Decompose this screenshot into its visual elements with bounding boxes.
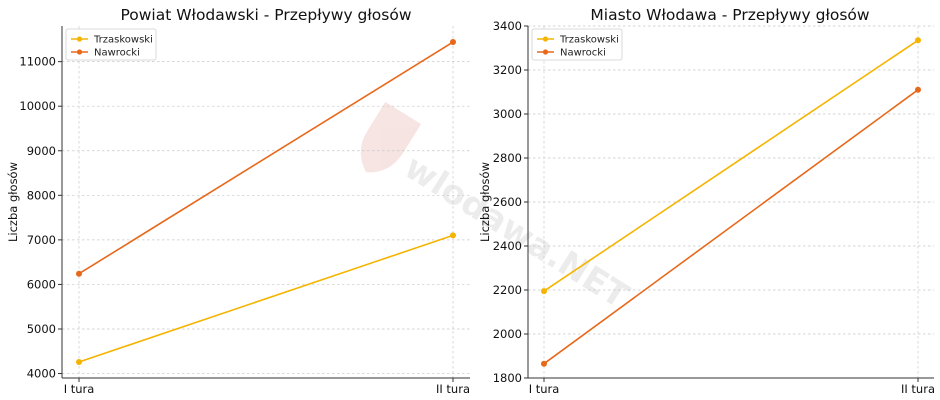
series-line-trzaskowski: [543, 39, 919, 292]
y-tick-label: 10000: [19, 99, 56, 113]
y-tick-label: 4000: [27, 367, 56, 381]
y-tick-label: 11000: [19, 55, 56, 69]
data-point-trzaskowski: [541, 288, 547, 295]
legend: Trzaskowski Nawrocki: [65, 28, 157, 61]
y-tick-label: 2200: [493, 283, 522, 297]
chart-title: Powiat Włodawski - Przepływy głosów: [120, 6, 411, 24]
x-tick-label: II tura: [901, 382, 935, 396]
chart-title: Miasto Włodawa - Przepływy głosów: [590, 6, 870, 24]
y-tick-label: 3400: [493, 19, 522, 33]
data-point-trzaskowski: [915, 37, 921, 44]
y-tick-label: 2000: [493, 327, 522, 341]
data-point-nawrocki: [915, 86, 921, 93]
y-tick-label: 3000: [493, 107, 522, 121]
watermark-shield-icon: [360, 101, 422, 173]
series-line-nawrocki: [543, 89, 919, 365]
legend-box: [65, 28, 157, 61]
legend-entry-label: Nawrocki: [94, 48, 140, 59]
y-tick-label: 2600: [493, 195, 522, 209]
legend-entry-label: Trzaskowski: [559, 35, 619, 46]
y-axis-label: Liczba głosów: [478, 162, 492, 242]
y-tick-label: 2800: [493, 151, 522, 165]
y-axis-label: Liczba głosów: [6, 162, 20, 242]
legend-swatch-marker: [542, 49, 549, 55]
legend-swatch-marker: [76, 36, 83, 42]
data-point-nawrocki: [541, 360, 547, 367]
chart-powiat-wlodawski: Powiat Włodawski - Przepływy głosów 4000 5…: [6, 6, 470, 396]
y-tick-label: 3200: [493, 63, 522, 77]
y-tick-label: 1800: [493, 371, 522, 385]
data-point-nawrocki: [450, 39, 456, 46]
legend-swatch-marker: [542, 36, 549, 42]
series-line-trzaskowski: [78, 234, 454, 363]
y-tick-label: 8000: [27, 188, 56, 202]
y-tick-label: 5000: [27, 322, 56, 336]
chart-miasto-wlodawa: Miasto Włodawa - Przepływy głosów 1800 200…: [478, 6, 935, 396]
y-tick-label: 2400: [493, 239, 522, 253]
legend-entry-label: Trzaskowski: [93, 35, 153, 46]
y-tick-label: 9000: [27, 144, 56, 158]
y-tick-label: 7000: [27, 233, 56, 247]
legend-entry-label: Nawrocki: [560, 48, 606, 59]
series-line-nawrocki: [78, 41, 454, 275]
x-tick-label: I tura: [529, 382, 560, 396]
y-tick-label: 6000: [27, 277, 56, 291]
data-point-nawrocki: [76, 270, 82, 277]
x-tick-label: I tura: [64, 382, 95, 396]
x-tick-label: II tura: [436, 382, 470, 396]
data-point-trzaskowski: [76, 358, 82, 365]
legend-swatch-marker: [76, 49, 83, 55]
legend-box: [531, 28, 623, 61]
legend: Trzaskowski Nawrocki: [531, 28, 623, 61]
data-point-trzaskowski: [450, 232, 456, 239]
